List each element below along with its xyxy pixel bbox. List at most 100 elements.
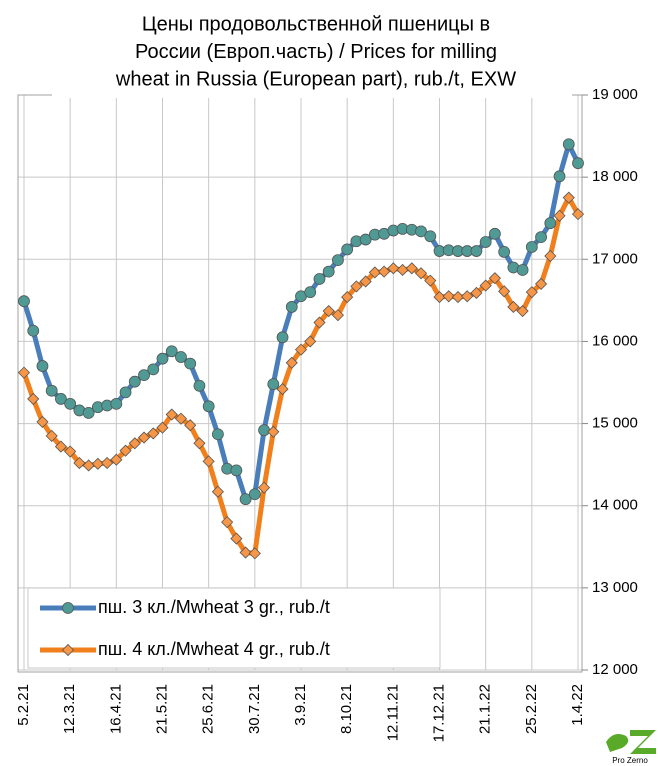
point	[479, 236, 492, 248]
y-tick-label: 13 000	[592, 579, 638, 596]
point	[258, 424, 270, 437]
point	[211, 428, 224, 441]
point	[387, 262, 400, 275]
point	[562, 138, 575, 151]
point	[156, 421, 169, 434]
title-background	[52, 8, 572, 98]
x-tick-label: 12.11.21	[384, 684, 401, 741]
point	[193, 437, 206, 450]
x-tick-label: 21.5.21	[153, 684, 170, 734]
point	[498, 245, 511, 258]
point	[184, 419, 197, 432]
point	[165, 345, 178, 358]
point	[304, 286, 317, 299]
point	[27, 392, 40, 405]
point	[147, 363, 160, 376]
point	[267, 378, 280, 391]
chart-title: России (Европ.часть) / Prices for millin…	[135, 41, 497, 63]
logo-shape	[630, 730, 656, 754]
x-tick-label: 1.4.22	[569, 684, 586, 726]
point	[137, 431, 151, 444]
y-tick-label: 19 000	[592, 86, 638, 103]
point	[119, 444, 132, 457]
x-tick-label: 30.7.21	[246, 684, 263, 734]
legend-marker	[62, 602, 74, 614]
point	[230, 464, 243, 477]
point	[341, 291, 354, 304]
point	[331, 309, 344, 322]
point	[433, 291, 446, 304]
point	[414, 267, 428, 280]
point	[202, 455, 215, 468]
y-tick-label: 15 000	[592, 415, 638, 432]
point	[165, 408, 178, 421]
point	[350, 280, 363, 293]
point	[341, 243, 354, 256]
point	[285, 301, 298, 313]
point	[479, 279, 492, 292]
point	[27, 324, 40, 337]
point	[553, 170, 566, 183]
point	[258, 481, 271, 494]
point	[248, 488, 261, 501]
point	[101, 456, 114, 470]
point	[91, 457, 104, 470]
point	[313, 273, 326, 285]
point	[322, 304, 335, 318]
point	[175, 351, 187, 363]
y-tick-label: 16 000	[592, 332, 638, 349]
point	[562, 191, 575, 204]
legend: пш. 3 кл./Mwheat 3 gr., rub./t пш. 4 кл./…	[27, 587, 441, 669]
point	[267, 425, 280, 438]
point	[359, 233, 372, 246]
legend-box	[27, 587, 441, 669]
point	[507, 300, 520, 313]
point	[54, 440, 67, 453]
legend-label: пш. 3 кл./Mwheat 3 gr., rub./t	[98, 597, 330, 617]
point	[55, 393, 67, 405]
point	[498, 285, 511, 298]
y-tick-label: 17 000	[592, 250, 638, 267]
logo-text: Pro Zerno	[612, 756, 648, 765]
logo-shape	[606, 734, 629, 752]
point	[304, 335, 317, 348]
point	[138, 369, 150, 382]
logo: Pro Zerno	[606, 730, 656, 765]
point	[332, 254, 344, 267]
point	[322, 265, 335, 278]
x-tick-label: 5.2.21	[15, 684, 32, 726]
point	[73, 456, 86, 470]
point	[544, 249, 557, 263]
point	[202, 400, 215, 413]
point	[544, 217, 557, 230]
point	[128, 437, 141, 450]
point	[488, 227, 501, 240]
title: Цены продовольственной пшеницы в России (…	[115, 13, 516, 90]
point	[572, 157, 584, 170]
point	[64, 445, 77, 458]
point	[368, 266, 381, 279]
legend-label: пш. 4 кл./Mwheat 4 gr., rub./t	[98, 639, 330, 659]
point	[470, 245, 483, 257]
y-tick-label: 18 000	[592, 168, 638, 185]
point	[276, 383, 289, 396]
point	[248, 547, 261, 560]
point	[110, 453, 123, 466]
point	[230, 532, 243, 545]
point	[424, 230, 437, 243]
x-tick-label: 16.4.21	[107, 684, 124, 734]
x-tick-label: 25.6.21	[200, 684, 217, 734]
point	[64, 397, 77, 410]
series	[17, 138, 585, 560]
point	[239, 546, 252, 559]
point	[193, 379, 206, 392]
point	[18, 295, 30, 308]
point	[211, 485, 224, 498]
point	[359, 275, 372, 288]
point	[442, 290, 455, 303]
y-tick-label: 12 000	[592, 661, 638, 678]
point	[82, 406, 95, 419]
point	[415, 225, 427, 238]
x-tick-label: 25.2.22	[523, 684, 540, 734]
